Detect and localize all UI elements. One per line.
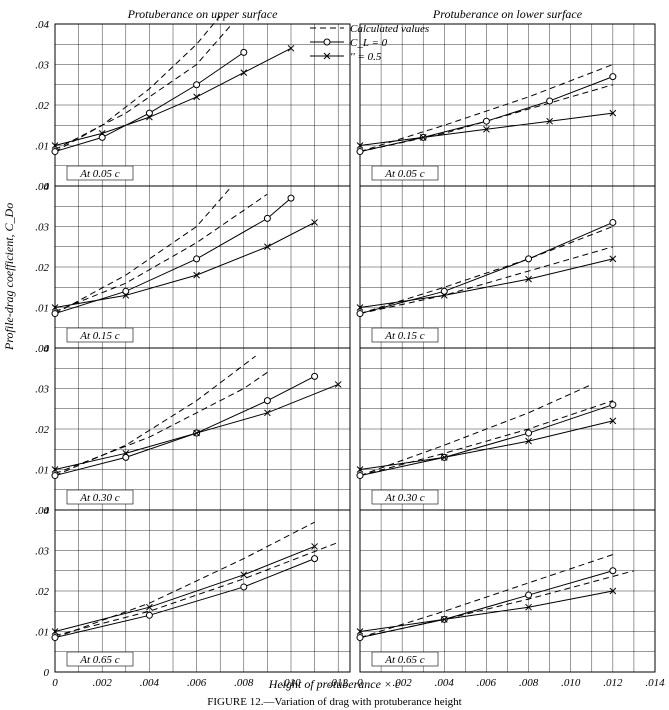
- svg-text:.03: .03: [35, 222, 49, 234]
- svg-text:Protuberance on lower surface: Protuberance on lower surface: [432, 7, 583, 21]
- svg-text:At 0.65 c: At 0.65 c: [79, 654, 120, 666]
- svg-text:At 0.30 c: At 0.30 c: [384, 492, 425, 504]
- svg-text:At 0.05 c: At 0.05 c: [79, 168, 120, 180]
- svg-text:.02: .02: [35, 586, 49, 598]
- svg-text:.02: .02: [35, 424, 49, 436]
- svg-text:Calculated values: Calculated values: [350, 23, 429, 35]
- svg-text:.04: .04: [35, 343, 49, 355]
- svg-text:.03: .03: [35, 546, 49, 558]
- svg-text:.04: .04: [35, 181, 49, 193]
- svg-text:At 0.15 c: At 0.15 c: [79, 330, 120, 342]
- svg-text:.01: .01: [35, 465, 49, 477]
- svg-text:Protuberance on upper surface: Protuberance on upper surface: [127, 7, 279, 21]
- svg-text:.01: .01: [35, 627, 49, 639]
- svg-text:At 0.30 c: At 0.30 c: [79, 492, 120, 504]
- svg-text:.03: .03: [35, 384, 49, 396]
- svg-text:.02: .02: [35, 262, 49, 274]
- plot-svg: At 0.05 cAt 0.05 c0.01.02.03.04At 0.15 c…: [0, 0, 669, 710]
- svg-text:'' = 0.5: '' = 0.5: [350, 51, 382, 63]
- svg-text:At 0.65 c: At 0.65 c: [384, 654, 425, 666]
- svg-text:C_L = 0: C_L = 0: [350, 37, 388, 49]
- svg-text:.04: .04: [35, 505, 49, 517]
- svg-text:At 0.05 c: At 0.05 c: [384, 168, 425, 180]
- figure-container: At 0.05 cAt 0.05 c0.01.02.03.04At 0.15 c…: [0, 0, 669, 710]
- svg-text:At 0.15 c: At 0.15 c: [384, 330, 425, 342]
- svg-text:.01: .01: [35, 303, 49, 315]
- svg-text:.03: .03: [35, 60, 49, 72]
- svg-text:.04: .04: [35, 19, 49, 31]
- svg-text:.01: .01: [35, 141, 49, 153]
- svg-text:.02: .02: [35, 100, 49, 112]
- y-axis-label: Profile-drag coefficient, C_Do: [2, 203, 17, 350]
- x-axis-label: Height of protuberance × c: [0, 677, 669, 692]
- figure-caption: FIGURE 12.—Variation of drag with protub…: [0, 696, 669, 708]
